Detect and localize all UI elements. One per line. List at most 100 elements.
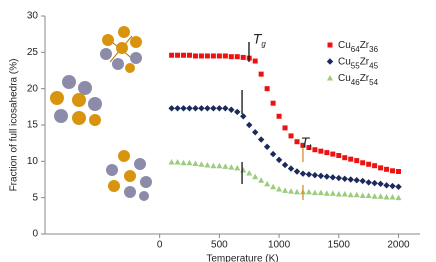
data-point bbox=[252, 58, 258, 64]
data-point bbox=[168, 159, 175, 165]
data-point bbox=[378, 165, 384, 171]
data-point bbox=[342, 155, 348, 161]
data-point bbox=[335, 174, 342, 182]
x-axis-title: Temperature (K) bbox=[206, 254, 278, 262]
data-point bbox=[293, 188, 300, 195]
data-point bbox=[216, 105, 223, 112]
legend-marker bbox=[327, 42, 333, 48]
data-point bbox=[312, 147, 318, 153]
data-point bbox=[210, 162, 217, 169]
data-point bbox=[311, 171, 319, 179]
data-point bbox=[251, 129, 259, 136]
y-tick-label: 10 bbox=[27, 156, 39, 167]
data-point bbox=[305, 171, 313, 178]
data-point bbox=[311, 189, 318, 196]
data-point bbox=[348, 156, 354, 162]
data-point bbox=[377, 180, 384, 188]
data-point bbox=[288, 188, 295, 194]
cluster-illustrations bbox=[50, 26, 152, 201]
data-point bbox=[198, 105, 205, 112]
data-point bbox=[210, 105, 217, 112]
data-point bbox=[294, 139, 300, 145]
data-point bbox=[234, 54, 240, 60]
data-point bbox=[324, 150, 330, 156]
x-tick-label: 0 bbox=[157, 240, 163, 251]
y-tick-label: 0 bbox=[32, 229, 38, 240]
legend-label: Cu46Zr54 bbox=[338, 73, 379, 87]
data-point bbox=[204, 105, 211, 112]
x-tick-label: 2000 bbox=[387, 240, 410, 251]
data-point bbox=[377, 193, 384, 199]
data-point bbox=[228, 106, 235, 113]
data-point bbox=[395, 194, 402, 201]
data-point bbox=[276, 113, 282, 119]
data-point bbox=[305, 188, 312, 195]
data-point bbox=[366, 161, 372, 167]
data-point bbox=[270, 100, 276, 106]
data-point bbox=[359, 192, 366, 198]
data-point bbox=[174, 105, 181, 112]
data-point bbox=[257, 136, 265, 143]
data-point bbox=[300, 142, 306, 148]
legend-marker bbox=[327, 75, 333, 81]
data-point bbox=[246, 121, 253, 129]
data-point bbox=[187, 52, 193, 58]
y-tick-label: 25 bbox=[27, 47, 39, 58]
data-point bbox=[341, 175, 348, 182]
data-point bbox=[180, 105, 187, 112]
data-point bbox=[228, 164, 235, 170]
data-point bbox=[269, 150, 277, 158]
data-point bbox=[216, 53, 222, 59]
y-tick-label: 15 bbox=[27, 120, 39, 131]
y-axis-title: Fraction of full icosahedra (%) bbox=[9, 59, 20, 192]
data-point bbox=[389, 193, 396, 200]
data-point bbox=[186, 159, 193, 166]
data-point bbox=[389, 182, 396, 190]
data-point bbox=[228, 54, 234, 60]
data-point bbox=[371, 193, 378, 199]
data-point bbox=[175, 52, 181, 58]
data-point bbox=[186, 105, 193, 112]
data-point bbox=[299, 170, 307, 177]
data-point bbox=[198, 161, 205, 167]
data-point bbox=[168, 105, 175, 112]
data-point bbox=[323, 173, 331, 180]
legend-marker bbox=[326, 58, 334, 65]
data-point bbox=[263, 143, 271, 150]
data-point bbox=[353, 177, 360, 184]
data-point bbox=[222, 53, 228, 59]
data-point bbox=[335, 191, 342, 197]
data-point bbox=[264, 86, 270, 92]
data-point bbox=[390, 168, 396, 174]
annotation: Tl bbox=[301, 134, 312, 152]
data-point bbox=[204, 161, 211, 168]
data-point bbox=[396, 169, 402, 175]
data-point bbox=[276, 185, 283, 192]
data-point bbox=[288, 133, 294, 139]
data-point bbox=[372, 163, 378, 169]
data-point bbox=[198, 53, 204, 59]
y-tick-label: 30 bbox=[27, 11, 39, 22]
y-tick-label: 5 bbox=[32, 192, 38, 203]
data-point bbox=[264, 180, 271, 187]
data-point bbox=[222, 105, 229, 112]
data-point bbox=[216, 162, 223, 169]
y-tick-label: 20 bbox=[27, 83, 39, 94]
data-point bbox=[383, 193, 390, 200]
data-point bbox=[192, 160, 199, 167]
data-point bbox=[317, 172, 325, 180]
data-point bbox=[174, 159, 181, 165]
x-tick-label: 1500 bbox=[328, 240, 351, 251]
data-point bbox=[329, 174, 337, 181]
annotation: Tg bbox=[253, 30, 267, 48]
data-point bbox=[317, 189, 324, 196]
data-point bbox=[169, 52, 175, 58]
data-point bbox=[192, 53, 198, 59]
data-point bbox=[204, 53, 210, 59]
data-point bbox=[347, 191, 354, 198]
data-point bbox=[252, 173, 259, 180]
data-point bbox=[234, 164, 241, 171]
data-point bbox=[371, 179, 378, 187]
data-point bbox=[240, 113, 247, 120]
